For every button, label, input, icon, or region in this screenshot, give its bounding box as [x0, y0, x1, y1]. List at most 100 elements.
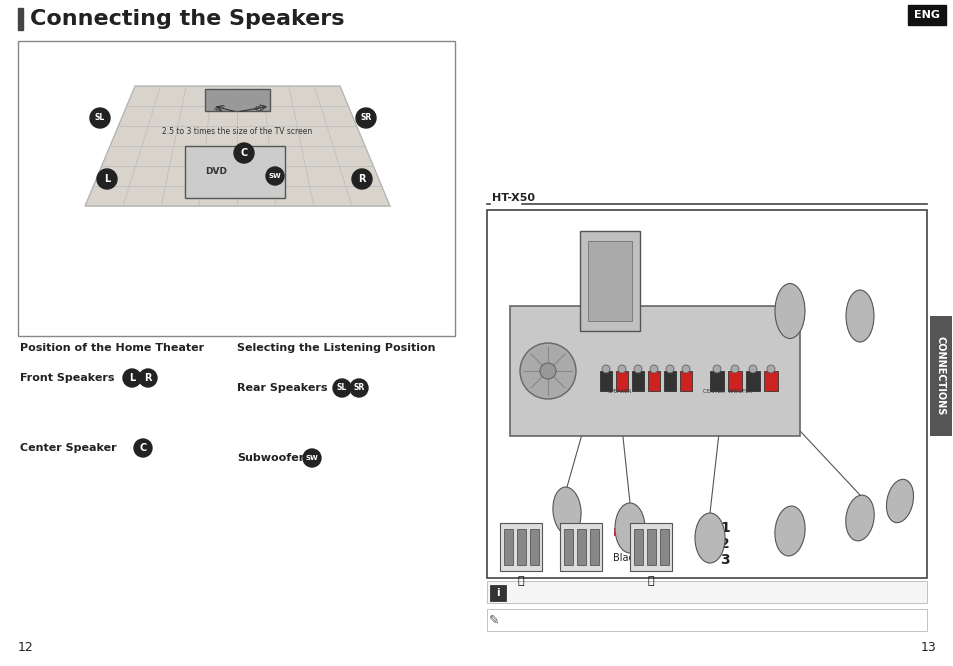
Bar [18, 41, 455, 336]
Circle shape [355, 108, 375, 128]
Circle shape [681, 365, 689, 373]
Bar [18, 8, 23, 30]
Circle shape [665, 365, 673, 373]
Text: 2: 2 [720, 537, 729, 551]
Text: Selecting the Listening Position: Selecting the Listening Position [236, 343, 435, 353]
Text: R: R [358, 174, 365, 184]
Text: Center Speaker: Center Speaker [20, 443, 116, 453]
Text: SR: SR [360, 113, 372, 123]
Bar [577, 529, 585, 565]
Text: L: L [129, 373, 135, 383]
Text: ✋: ✋ [517, 576, 524, 586]
Text: 13: 13 [920, 641, 935, 654]
Bar [517, 529, 525, 565]
Bar [589, 529, 598, 565]
Bar [530, 529, 538, 565]
Circle shape [634, 365, 641, 373]
Bar [663, 371, 676, 391]
Bar [659, 529, 668, 565]
Text: Position of the Home Theater: Position of the Home Theater [20, 343, 204, 353]
Text: DVD: DVD [205, 168, 227, 176]
Circle shape [539, 363, 556, 379]
Bar [499, 523, 541, 571]
Text: 2.5 to 3 times the size of the TV screen: 2.5 to 3 times the size of the TV screen [162, 127, 312, 135]
Text: Black: Black [613, 553, 639, 563]
Text: C: C [240, 148, 248, 158]
Bar [745, 371, 760, 391]
Bar [185, 146, 285, 198]
Text: C: C [139, 443, 147, 453]
Circle shape [350, 379, 368, 397]
Circle shape [333, 379, 351, 397]
Text: SR: SR [353, 384, 364, 392]
Text: ENG: ENG [913, 10, 939, 20]
Circle shape [766, 365, 774, 373]
Circle shape [139, 369, 157, 387]
Bar [510, 306, 800, 436]
Bar [647, 371, 659, 391]
Circle shape [233, 143, 253, 163]
Bar [929, 316, 951, 436]
Polygon shape [85, 86, 390, 206]
Bar [579, 231, 639, 331]
Text: 12: 12 [18, 641, 33, 654]
Circle shape [123, 369, 141, 387]
Text: SW: SW [305, 455, 318, 461]
Bar [907, 5, 945, 25]
Text: ✋: ✋ [647, 576, 654, 586]
Text: 45°: 45° [253, 106, 266, 112]
Circle shape [352, 169, 372, 189]
Text: L: L [104, 174, 110, 184]
Circle shape [618, 365, 625, 373]
Text: i: i [496, 588, 499, 598]
Text: Front Speakers: Front Speakers [20, 373, 114, 383]
Ellipse shape [885, 480, 913, 523]
Ellipse shape [774, 284, 804, 338]
Bar [486, 609, 926, 631]
Text: Rear Speakers: Rear Speakers [236, 383, 327, 393]
Bar [486, 581, 926, 603]
Bar [634, 529, 642, 565]
Bar [679, 371, 691, 391]
Bar [646, 529, 656, 565]
Ellipse shape [615, 503, 644, 553]
Bar [559, 523, 601, 571]
Bar [727, 371, 741, 391]
Text: SL: SL [94, 113, 105, 123]
Text: HT-X50: HT-X50 [492, 193, 535, 203]
Circle shape [730, 365, 739, 373]
Ellipse shape [845, 495, 873, 541]
Text: SW: SW [269, 173, 281, 179]
Circle shape [133, 439, 152, 457]
Text: Subwoofer: Subwoofer [236, 453, 304, 463]
Text: CONNECTIONS: CONNECTIONS [935, 336, 945, 416]
Bar [629, 523, 671, 571]
Bar [631, 371, 643, 391]
Text: SPEAKER: SPEAKER [607, 389, 632, 394]
Bar [503, 529, 513, 565]
Bar [490, 585, 505, 601]
Ellipse shape [845, 290, 873, 342]
Text: CENTER  WOOFER: CENTER WOOFER [702, 389, 752, 394]
Bar [709, 371, 723, 391]
Text: Connecting the Speakers: Connecting the Speakers [30, 9, 344, 29]
Circle shape [649, 365, 658, 373]
Bar [599, 371, 612, 391]
Ellipse shape [774, 506, 804, 556]
Bar [486, 210, 926, 578]
Text: ✎: ✎ [488, 613, 498, 627]
Circle shape [748, 365, 757, 373]
Bar [205, 89, 270, 111]
Circle shape [601, 365, 609, 373]
Text: SL: SL [336, 384, 347, 392]
Text: 45°: 45° [213, 106, 226, 112]
Circle shape [303, 449, 320, 467]
Ellipse shape [553, 487, 580, 535]
Circle shape [519, 343, 576, 399]
Bar [587, 241, 631, 321]
Text: Red: Red [613, 528, 631, 538]
Bar [616, 371, 627, 391]
Text: 3: 3 [720, 553, 729, 567]
Circle shape [712, 365, 720, 373]
Bar [763, 371, 778, 391]
